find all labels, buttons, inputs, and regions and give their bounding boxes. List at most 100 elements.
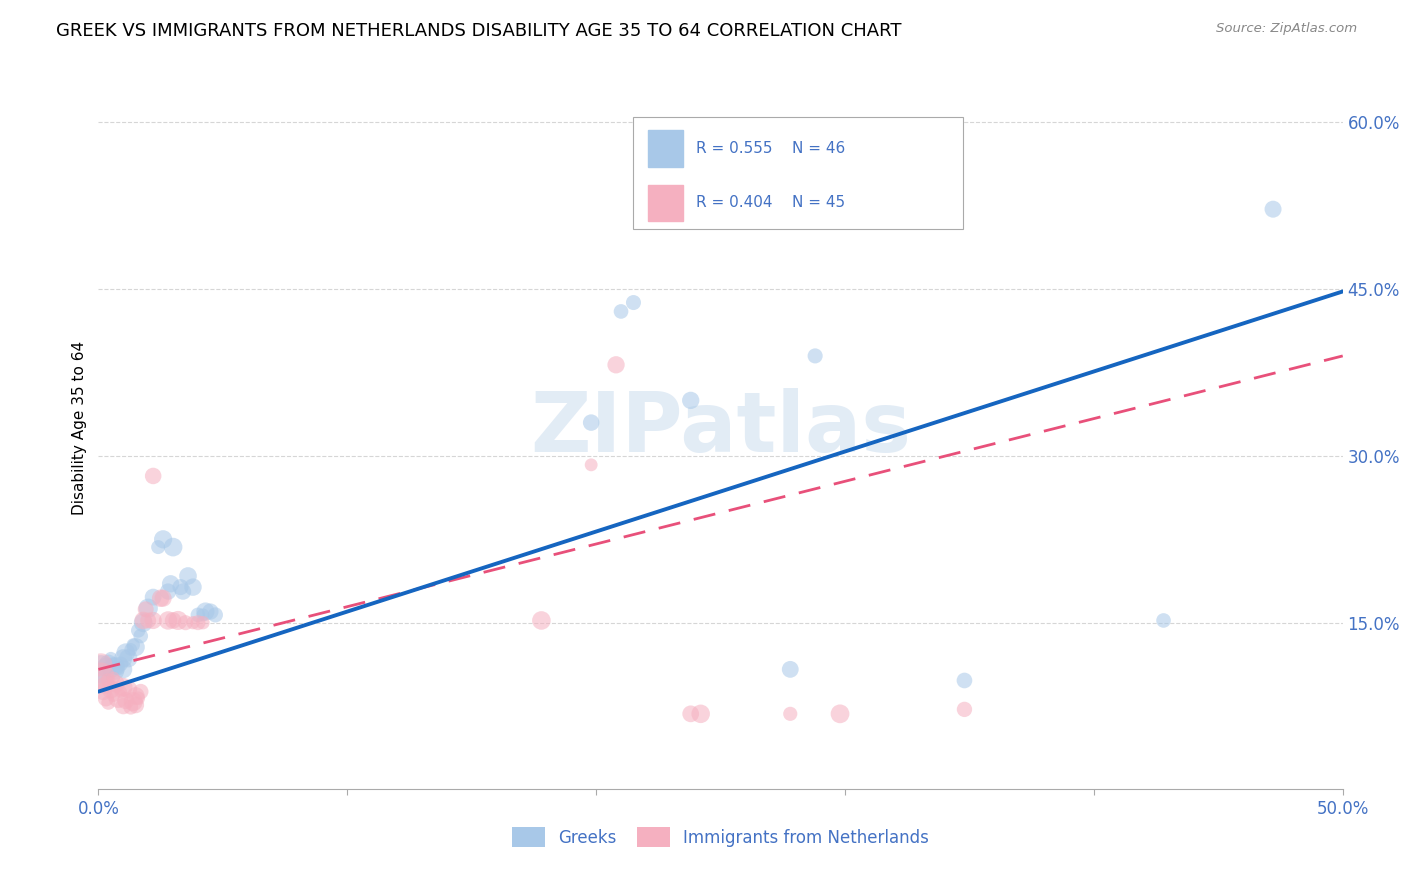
Point	[127, 691, 149, 706]
Point	[110, 684, 132, 698]
Point	[689, 706, 711, 721]
Point	[579, 416, 602, 430]
FancyBboxPatch shape	[634, 118, 963, 229]
Point	[129, 684, 152, 698]
Point	[172, 584, 194, 599]
Point	[125, 640, 148, 654]
Point	[100, 682, 122, 697]
Point	[1153, 614, 1175, 628]
Point	[679, 393, 702, 408]
Point	[181, 615, 204, 630]
Point	[605, 358, 627, 372]
Point	[204, 607, 226, 622]
Point	[100, 662, 122, 676]
Text: R = 0.404    N = 45: R = 0.404 N = 45	[696, 195, 845, 211]
Bar	[648, 185, 683, 221]
Point	[97, 673, 120, 688]
Point	[112, 680, 135, 694]
Point	[181, 580, 204, 594]
Point	[90, 662, 112, 676]
Point	[132, 615, 155, 630]
Point	[97, 657, 120, 671]
Point	[779, 662, 801, 676]
Point	[104, 677, 127, 691]
Point	[100, 651, 122, 665]
Point	[93, 673, 115, 688]
Point	[107, 661, 129, 675]
Point	[828, 706, 851, 721]
Point	[779, 706, 801, 721]
Point	[125, 698, 148, 712]
Point	[120, 700, 142, 714]
Point	[610, 304, 633, 318]
Point	[90, 657, 112, 672]
Point	[104, 665, 127, 679]
Point	[94, 691, 117, 706]
Point	[114, 693, 136, 707]
Point	[804, 349, 827, 363]
Point	[94, 660, 117, 674]
Point	[187, 615, 209, 630]
Point	[623, 295, 645, 310]
Point	[132, 614, 155, 628]
Point	[135, 602, 157, 616]
Point	[93, 684, 115, 698]
Point	[97, 696, 120, 710]
Text: GREEK VS IMMIGRANTS FROM NETHERLANDS DISABILITY AGE 35 TO 64 CORRELATION CHART: GREEK VS IMMIGRANTS FROM NETHERLANDS DIS…	[56, 22, 901, 40]
Point	[112, 699, 135, 714]
Point	[114, 646, 136, 660]
Point	[103, 671, 125, 685]
Text: R = 0.555    N = 46: R = 0.555 N = 46	[696, 141, 845, 156]
Point	[1261, 202, 1284, 217]
Point	[117, 651, 139, 665]
Point	[90, 669, 112, 683]
Point	[94, 678, 117, 692]
Point	[187, 607, 209, 622]
Point	[167, 614, 190, 628]
Legend: Greeks, Immigrants from Netherlands: Greeks, Immigrants from Netherlands	[505, 821, 936, 854]
Bar	[648, 130, 683, 167]
Text: ZIPatlas: ZIPatlas	[530, 388, 911, 468]
Point	[110, 657, 132, 671]
Point	[120, 642, 142, 657]
Point	[194, 605, 217, 619]
Point	[157, 614, 180, 628]
Point	[103, 688, 125, 702]
Point	[136, 614, 159, 628]
Y-axis label: Disability Age 35 to 64: Disability Age 35 to 64	[72, 341, 87, 516]
Point	[136, 601, 159, 615]
Point	[104, 659, 127, 673]
Point	[152, 533, 174, 547]
Point	[159, 576, 181, 591]
Point	[174, 615, 197, 630]
Point	[112, 651, 135, 665]
Point	[157, 584, 180, 599]
Point	[162, 614, 184, 628]
Text: Source: ZipAtlas.com: Source: ZipAtlas.com	[1216, 22, 1357, 36]
Point	[122, 638, 145, 652]
Point	[149, 591, 172, 606]
Point	[679, 706, 702, 721]
Point	[122, 695, 145, 709]
Point	[103, 657, 125, 672]
Point	[953, 673, 976, 688]
Point	[117, 682, 139, 697]
Point	[152, 591, 174, 606]
Point	[142, 590, 165, 604]
Point	[169, 580, 191, 594]
Point	[191, 615, 214, 630]
Point	[162, 540, 184, 554]
Point	[953, 702, 976, 716]
Point	[107, 691, 129, 706]
Point	[146, 540, 169, 554]
Point	[579, 458, 602, 472]
Point	[191, 607, 214, 622]
Point	[127, 624, 149, 638]
Point	[177, 569, 200, 583]
Point	[200, 605, 222, 619]
Point	[530, 614, 553, 628]
Point	[125, 689, 148, 703]
Point	[112, 662, 135, 676]
Point	[142, 614, 165, 628]
Point	[142, 469, 165, 483]
